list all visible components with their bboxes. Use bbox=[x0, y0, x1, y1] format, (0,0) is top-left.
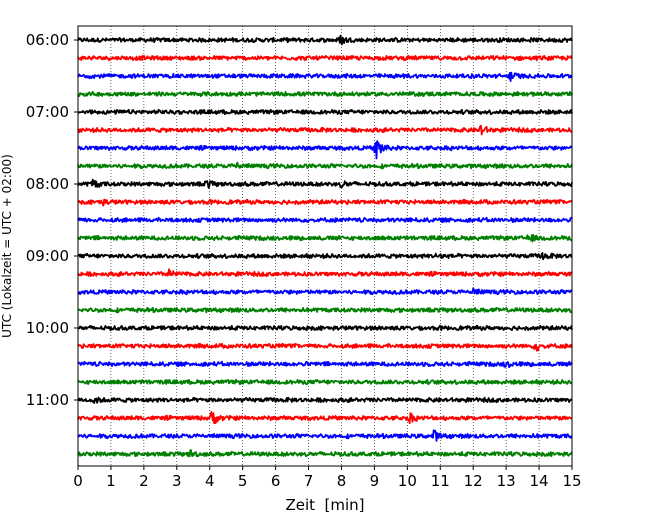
y-tick-label: 06:00 bbox=[26, 31, 69, 49]
y-tick-label: 11:00 bbox=[26, 391, 69, 409]
x-tick-label: 1 bbox=[106, 472, 116, 490]
x-tick-label: 11 bbox=[431, 472, 450, 490]
trace-line bbox=[77, 108, 573, 116]
y-tick-label: 10:00 bbox=[26, 319, 69, 337]
trace-line bbox=[77, 396, 573, 404]
trace-line bbox=[77, 378, 573, 386]
grid bbox=[110, 26, 540, 466]
x-tick-label: 8 bbox=[337, 472, 347, 490]
y-tick-label: 07:00 bbox=[26, 103, 69, 121]
x-tick-label: 4 bbox=[205, 472, 215, 490]
x-axis-label: Zeit [min] bbox=[285, 496, 364, 514]
trace-line bbox=[77, 342, 573, 352]
x-tick-label: 10 bbox=[398, 472, 417, 490]
x-tick-label: 0 bbox=[73, 472, 83, 490]
trace-line bbox=[77, 429, 573, 442]
x-tick-label: 5 bbox=[238, 472, 248, 490]
trace-line bbox=[77, 268, 573, 278]
trace-line bbox=[77, 161, 573, 170]
trace-line bbox=[77, 216, 573, 224]
traces bbox=[77, 34, 573, 458]
x-tick-label: 14 bbox=[530, 472, 549, 490]
y-axis-label: UTC (Lokalzeit = UTC + 02:00) bbox=[0, 154, 14, 338]
trace-line bbox=[77, 124, 573, 136]
y-axis: 06:00 07:00 08:00 09:00 10:00 11:00 bbox=[26, 31, 78, 409]
trace-line bbox=[77, 324, 573, 332]
x-tick-label: 9 bbox=[370, 472, 380, 490]
trace-line bbox=[77, 449, 573, 458]
y-tick-label: 09:00 bbox=[26, 247, 69, 265]
trace-line bbox=[77, 54, 573, 62]
x-tick-label: 7 bbox=[304, 472, 314, 490]
x-tick-label: 2 bbox=[139, 472, 149, 490]
trace-line bbox=[77, 71, 573, 82]
trace-line bbox=[77, 198, 573, 207]
x-tick-label: 6 bbox=[271, 472, 281, 490]
trace-line bbox=[77, 34, 573, 46]
trace-line bbox=[77, 90, 573, 98]
trace-line bbox=[77, 411, 573, 425]
trace-line bbox=[77, 178, 573, 189]
trace-line bbox=[77, 140, 573, 160]
trace-line bbox=[77, 306, 573, 314]
trace-line bbox=[77, 360, 573, 369]
plot-frame bbox=[77, 25, 573, 467]
x-axis: 0 1 2 3 4 5 6 7 8 9 10 11 12 13 14 15 bbox=[73, 466, 582, 490]
x-tick-label: 3 bbox=[172, 472, 182, 490]
x-tick-label: 15 bbox=[562, 472, 581, 490]
trace-line bbox=[77, 252, 573, 261]
x-tick-label: 13 bbox=[497, 472, 516, 490]
trace-line bbox=[77, 287, 573, 296]
x-tick-label: 12 bbox=[464, 472, 483, 490]
y-tick-label: 08:00 bbox=[26, 175, 69, 193]
trace-line bbox=[77, 234, 573, 243]
